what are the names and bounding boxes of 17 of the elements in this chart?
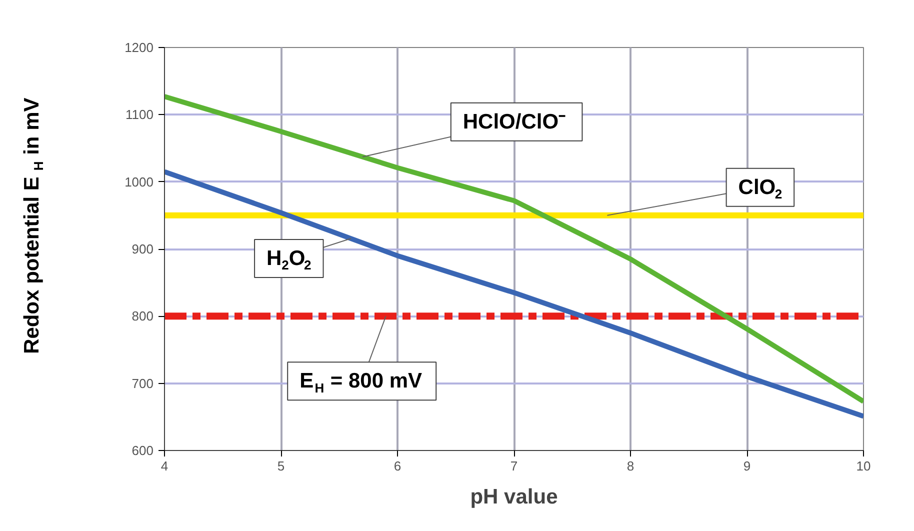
y-tick-label: 1200 (124, 40, 154, 55)
x-tick-label: 8 (626, 458, 634, 474)
y-tick-label: 900 (132, 242, 154, 256)
x-tick-label: 10 (856, 458, 871, 474)
x-tick-label: 4 (160, 458, 168, 474)
y-axis-title: Redox potential EH in mV (20, 98, 46, 354)
y-tick-label: 700 (132, 376, 154, 391)
x-tick-label: 6 (394, 458, 402, 474)
x-axis-title: pH value (470, 486, 558, 508)
x-tick-label: 5 (277, 458, 285, 474)
y-tick-label: 800 (132, 308, 154, 324)
x-tick-label: 7 (510, 458, 518, 474)
y-tick-label: 600 (132, 443, 154, 458)
y-tick-label: 1100 (126, 107, 154, 122)
y-tick-label: 1000 (124, 174, 154, 190)
x-tick-label: 9 (743, 458, 751, 474)
text: HClO/ClO⁻ (462, 110, 566, 134)
